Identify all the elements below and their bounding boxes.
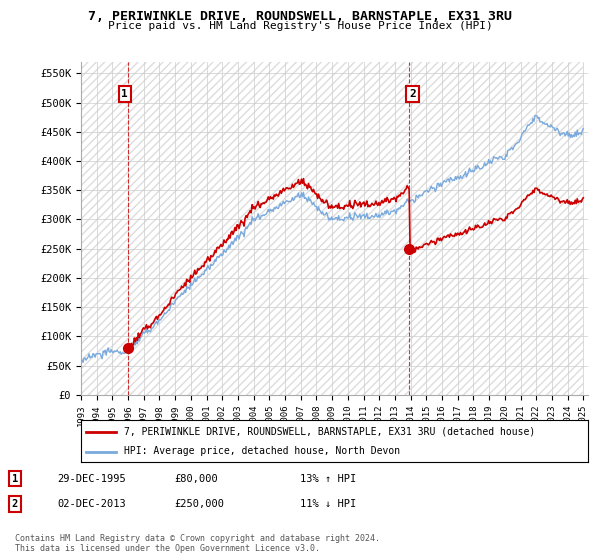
Text: 2: 2 <box>12 499 18 509</box>
Text: 11% ↓ HPI: 11% ↓ HPI <box>300 499 356 509</box>
Text: 02-DEC-2013: 02-DEC-2013 <box>57 499 126 509</box>
Text: 1: 1 <box>121 88 128 99</box>
Text: 2: 2 <box>409 88 416 99</box>
Text: 13% ↑ HPI: 13% ↑ HPI <box>300 474 356 484</box>
Text: Contains HM Land Registry data © Crown copyright and database right 2024.
This d: Contains HM Land Registry data © Crown c… <box>15 534 380 553</box>
Text: Price paid vs. HM Land Registry's House Price Index (HPI): Price paid vs. HM Land Registry's House … <box>107 21 493 31</box>
Text: 7, PERIWINKLE DRIVE, ROUNDSWELL, BARNSTAPLE, EX31 3RU (detached house): 7, PERIWINKLE DRIVE, ROUNDSWELL, BARNSTA… <box>124 427 535 437</box>
Text: 7, PERIWINKLE DRIVE, ROUNDSWELL, BARNSTAPLE, EX31 3RU: 7, PERIWINKLE DRIVE, ROUNDSWELL, BARNSTA… <box>88 10 512 23</box>
Text: £250,000: £250,000 <box>174 499 224 509</box>
Text: 29-DEC-1995: 29-DEC-1995 <box>57 474 126 484</box>
Text: HPI: Average price, detached house, North Devon: HPI: Average price, detached house, Nort… <box>124 446 400 456</box>
Text: 1: 1 <box>12 474 18 484</box>
Text: £80,000: £80,000 <box>174 474 218 484</box>
